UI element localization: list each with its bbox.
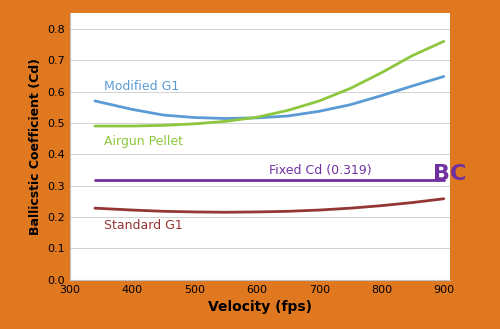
X-axis label: Velocity (fps): Velocity (fps) [208,300,312,314]
Text: Fixed Cd (0.319): Fixed Cd (0.319) [270,164,372,177]
Y-axis label: Ballicstic Coefficient (Cd): Ballicstic Coefficient (Cd) [29,58,42,235]
Text: Modified G1: Modified G1 [104,80,180,93]
Text: Standard G1: Standard G1 [104,218,183,232]
Text: Airgun Pellet: Airgun Pellet [104,135,184,148]
Text: BC: BC [433,164,466,184]
